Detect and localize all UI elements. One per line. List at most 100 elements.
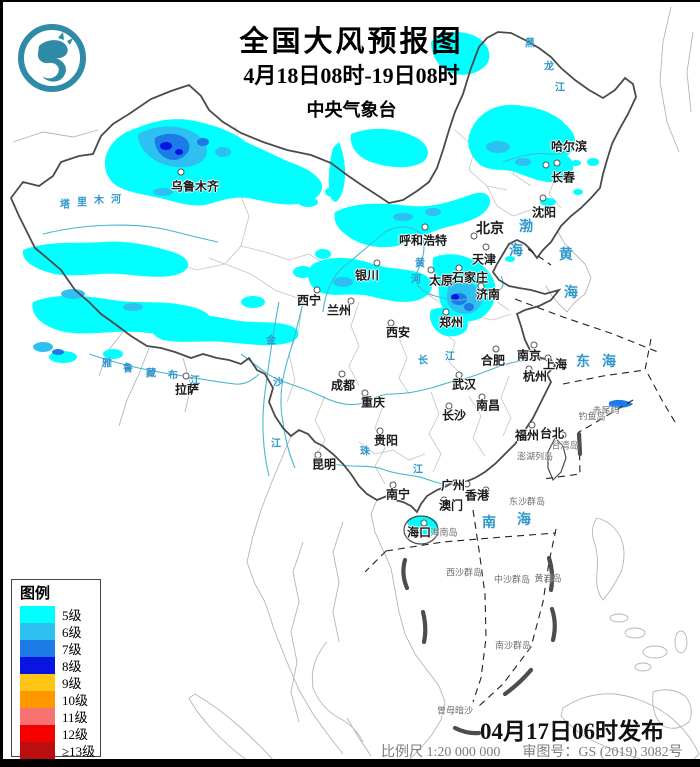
legend-row: 9级 xyxy=(20,674,100,691)
city-label: 南京 xyxy=(516,348,542,363)
island-label: 曾母暗沙 xyxy=(436,705,474,716)
legend-swatch xyxy=(20,742,55,759)
city-dot xyxy=(539,194,547,202)
legend-label: 7级 xyxy=(62,642,82,657)
river-label: 木 xyxy=(94,195,104,207)
city-label: 长春 xyxy=(550,170,576,185)
city-dot xyxy=(478,393,486,401)
legend-swatch xyxy=(20,708,55,725)
city-label: 石家庄 xyxy=(451,270,489,285)
legend-swatch xyxy=(20,606,55,623)
city-dot xyxy=(387,319,395,327)
sea-label: 海 xyxy=(564,286,578,301)
city-dot xyxy=(559,431,567,439)
scale-text: 比例尺 1:20 000 000 xyxy=(381,745,501,760)
city-dot xyxy=(525,365,533,373)
city-dot xyxy=(477,282,485,290)
legend-label: ≥13级 xyxy=(62,744,96,759)
cma-logo-icon xyxy=(18,24,86,92)
city-dot xyxy=(542,161,550,169)
city-dot xyxy=(482,243,490,251)
city-label: 济南 xyxy=(475,287,501,302)
legend-row: 8级 xyxy=(20,657,100,674)
issue-time: 04月17日06时发布 xyxy=(480,719,664,744)
rivers xyxy=(42,141,578,486)
nine-dash-segments xyxy=(401,431,583,736)
city-label: 武汉 xyxy=(451,377,477,392)
bottom-frame-bar xyxy=(3,759,700,767)
city-label: 上海 xyxy=(542,357,568,372)
river-label: 江 xyxy=(413,464,423,476)
river-label: 河 xyxy=(411,274,421,286)
city-label: 海口 xyxy=(406,525,432,540)
city-dot xyxy=(440,496,448,504)
legend-label: 6级 xyxy=(62,625,82,640)
legend-items: 5级 6级 7级 8级 9级 10级 11级 12级 ≥13级 xyxy=(20,606,100,759)
city-dot xyxy=(427,266,435,274)
city-label: 昆明 xyxy=(311,457,337,472)
sea-label: 渤 xyxy=(519,220,533,235)
legend-row: ≥13级 xyxy=(20,742,100,759)
island-label: 东沙群岛 xyxy=(508,496,546,507)
city-label: 银川 xyxy=(354,268,380,283)
city-dot xyxy=(313,286,321,294)
city-label: 郑州 xyxy=(438,315,464,330)
sea-label: 海 xyxy=(517,513,531,528)
national-border xyxy=(9,31,637,545)
river-label: 河 xyxy=(111,194,121,206)
legend-label: 9级 xyxy=(62,676,82,691)
city-dot xyxy=(361,389,369,397)
city-dot xyxy=(420,519,428,527)
city-dot xyxy=(389,481,397,489)
city-label: 天津 xyxy=(471,252,497,267)
city-label: 广州 xyxy=(440,478,466,493)
city-dot xyxy=(544,354,552,362)
legend-swatch xyxy=(20,657,55,674)
city-label: 沈阳 xyxy=(531,205,557,220)
island-label: 南沙群岛 xyxy=(494,640,532,651)
city-dot xyxy=(442,308,450,316)
city-label: 拉萨 xyxy=(174,382,200,397)
legend-label: 8级 xyxy=(62,659,82,674)
legend-row: 7级 xyxy=(20,640,100,657)
city-dot xyxy=(470,232,478,240)
map-labels-layer: 乌鲁木齐 哈尔滨 长春 沈阳 北京 呼和浩特 天津 银川 太原 石家庄 济南 西宁 兰州 郑州 西安 合肥 南京… xyxy=(3,2,700,767)
legend-swatch xyxy=(20,640,55,657)
river-label: 黄 xyxy=(415,258,425,270)
city-label: 贵阳 xyxy=(373,433,399,448)
river-label: 里 xyxy=(77,197,87,209)
sea-label: 海 xyxy=(602,355,616,370)
legend-label: 10级 xyxy=(62,693,89,708)
city-label: 北京 xyxy=(476,220,504,236)
legend-row: 10级 xyxy=(20,691,100,708)
river-label: 塔 xyxy=(60,199,70,211)
city-dot xyxy=(338,370,346,378)
city-dot xyxy=(553,159,561,167)
city-label: 哈尔滨 xyxy=(550,139,588,154)
city-dot xyxy=(455,264,463,272)
river-label: 雅 xyxy=(102,358,112,370)
river-label: 黑 xyxy=(525,38,535,50)
city-label: 西安 xyxy=(385,325,411,340)
legend-swatch xyxy=(20,725,55,742)
city-label: 呼和浩特 xyxy=(398,233,448,248)
city-label: 杭州 xyxy=(522,369,548,384)
city-label: 兰州 xyxy=(326,303,352,318)
island-label: 台湾岛 xyxy=(551,440,579,451)
approval-number: 审图号：GS (2019) 3082号 xyxy=(522,745,683,760)
city-label: 太原 xyxy=(428,273,454,288)
city-dot xyxy=(492,345,500,353)
legend-title: 图例 xyxy=(20,586,51,602)
river-label: 沙 xyxy=(273,377,283,389)
legend-swatch xyxy=(20,623,55,640)
city-label: 长沙 xyxy=(441,408,467,423)
city-dot xyxy=(528,421,536,429)
city-dot xyxy=(177,168,185,176)
legend-swatch xyxy=(20,674,55,691)
city-label: 合肥 xyxy=(480,353,506,368)
river-label: 藏 xyxy=(146,368,156,380)
city-label: 重庆 xyxy=(360,395,386,410)
city-dot xyxy=(182,372,190,380)
city-label: 台北 xyxy=(539,426,565,441)
river-label: 金 xyxy=(266,335,276,347)
